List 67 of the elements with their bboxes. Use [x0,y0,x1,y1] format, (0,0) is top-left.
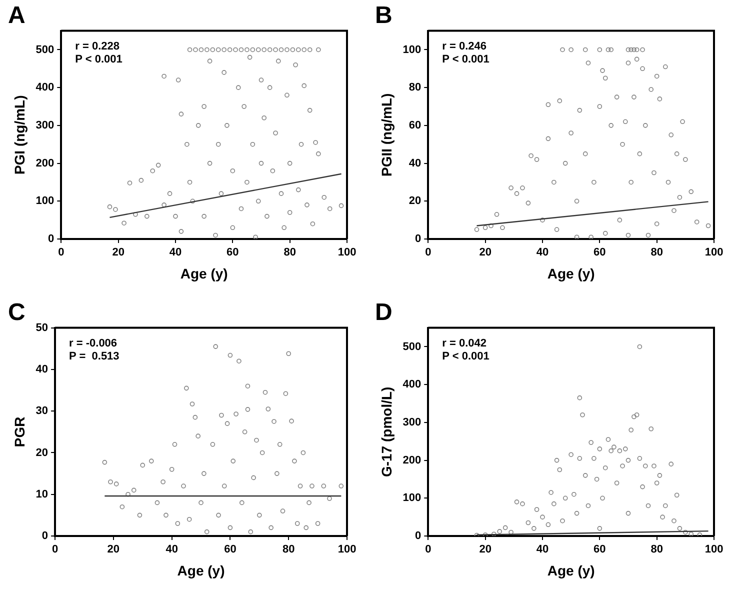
y-tick-label: 0 [42,530,48,542]
x-tick-label: 20 [479,246,492,259]
chart-title: D [375,299,392,326]
annotation: r = 0.246 [442,40,486,52]
y-tick-label: 400 [402,378,422,391]
chart-title: B [375,2,392,30]
y-tick-label: 40 [36,363,48,376]
y-tick-label: 20 [408,195,422,208]
y-tick-label: 40 [408,157,422,170]
x-axis-title: Age (y) [547,562,595,578]
y-tick-label: 100 [36,195,54,208]
x-tick-label: 20 [112,246,124,259]
annotation: P < 0.001 [442,53,490,66]
y-tick-label: 300 [402,416,422,428]
x-tick-label: 60 [594,246,606,259]
annotation: P < 0.001 [75,53,122,66]
y-tick-label: 30 [36,405,48,418]
y-axis-title: PGR [11,416,28,448]
x-axis-title: Age (y) [180,265,228,282]
x-tick-label: 80 [650,544,663,556]
x-tick-label: 100 [338,544,356,556]
y-tick-label: 0 [415,233,422,246]
annotation: P < 0.001 [442,350,490,362]
x-tick-label: 100 [704,246,724,259]
x-tick-label: 40 [536,544,549,556]
y-tick-label: 0 [48,233,54,246]
y-tick-label: 100 [402,492,422,504]
y-tick-label: 400 [36,82,54,94]
annotation: r = 0.042 [442,337,486,350]
x-tick-label: 60 [594,544,606,556]
x-tick-label: 100 [704,544,724,556]
annotation: r = -0.006 [69,337,118,350]
x-tick-label: 40 [169,246,182,259]
x-tick-label: 80 [282,544,295,556]
x-tick-label: 80 [284,246,296,259]
chart-title: A [8,2,26,30]
x-tick-label: 80 [650,246,663,259]
y-axis-title: G-17 (pmol/L) [378,386,394,478]
x-tick-label: 0 [425,544,432,556]
y-tick-label: 60 [408,119,422,132]
x-tick-label: 60 [224,544,236,556]
y-tick-label: 200 [36,157,54,170]
x-tick-label: 60 [226,246,239,259]
y-tick-label: 200 [402,454,422,466]
y-tick-label: 0 [415,530,422,542]
x-axis-title: Age (y) [177,562,225,578]
y-tick-label: 20 [36,446,48,459]
y-tick-label: 100 [402,44,422,56]
x-tick-label: 0 [425,246,432,259]
x-tick-label: 100 [338,246,356,259]
x-tick-label: 20 [107,544,120,556]
y-tick-label: 300 [36,119,54,132]
x-tick-label: 0 [58,246,64,259]
x-axis-title: Age (y) [547,265,595,282]
y-tick-label: 500 [36,44,54,56]
y-tick-label: 80 [408,82,422,94]
y-tick-label: 500 [402,340,422,353]
y-axis-title: PGII (ng/mL) [378,93,394,177]
y-tick-label: 50 [36,322,48,334]
x-tick-label: 40 [166,544,178,556]
y-axis-title: PGI (ng/mL) [11,95,28,175]
annotation: P = 0.513 [69,350,120,362]
chart-title: C [8,299,26,326]
x-tick-label: 20 [479,544,492,556]
x-tick-label: 40 [536,246,549,259]
annotation: r = 0.228 [75,40,120,52]
y-tick-label: 10 [36,488,48,500]
